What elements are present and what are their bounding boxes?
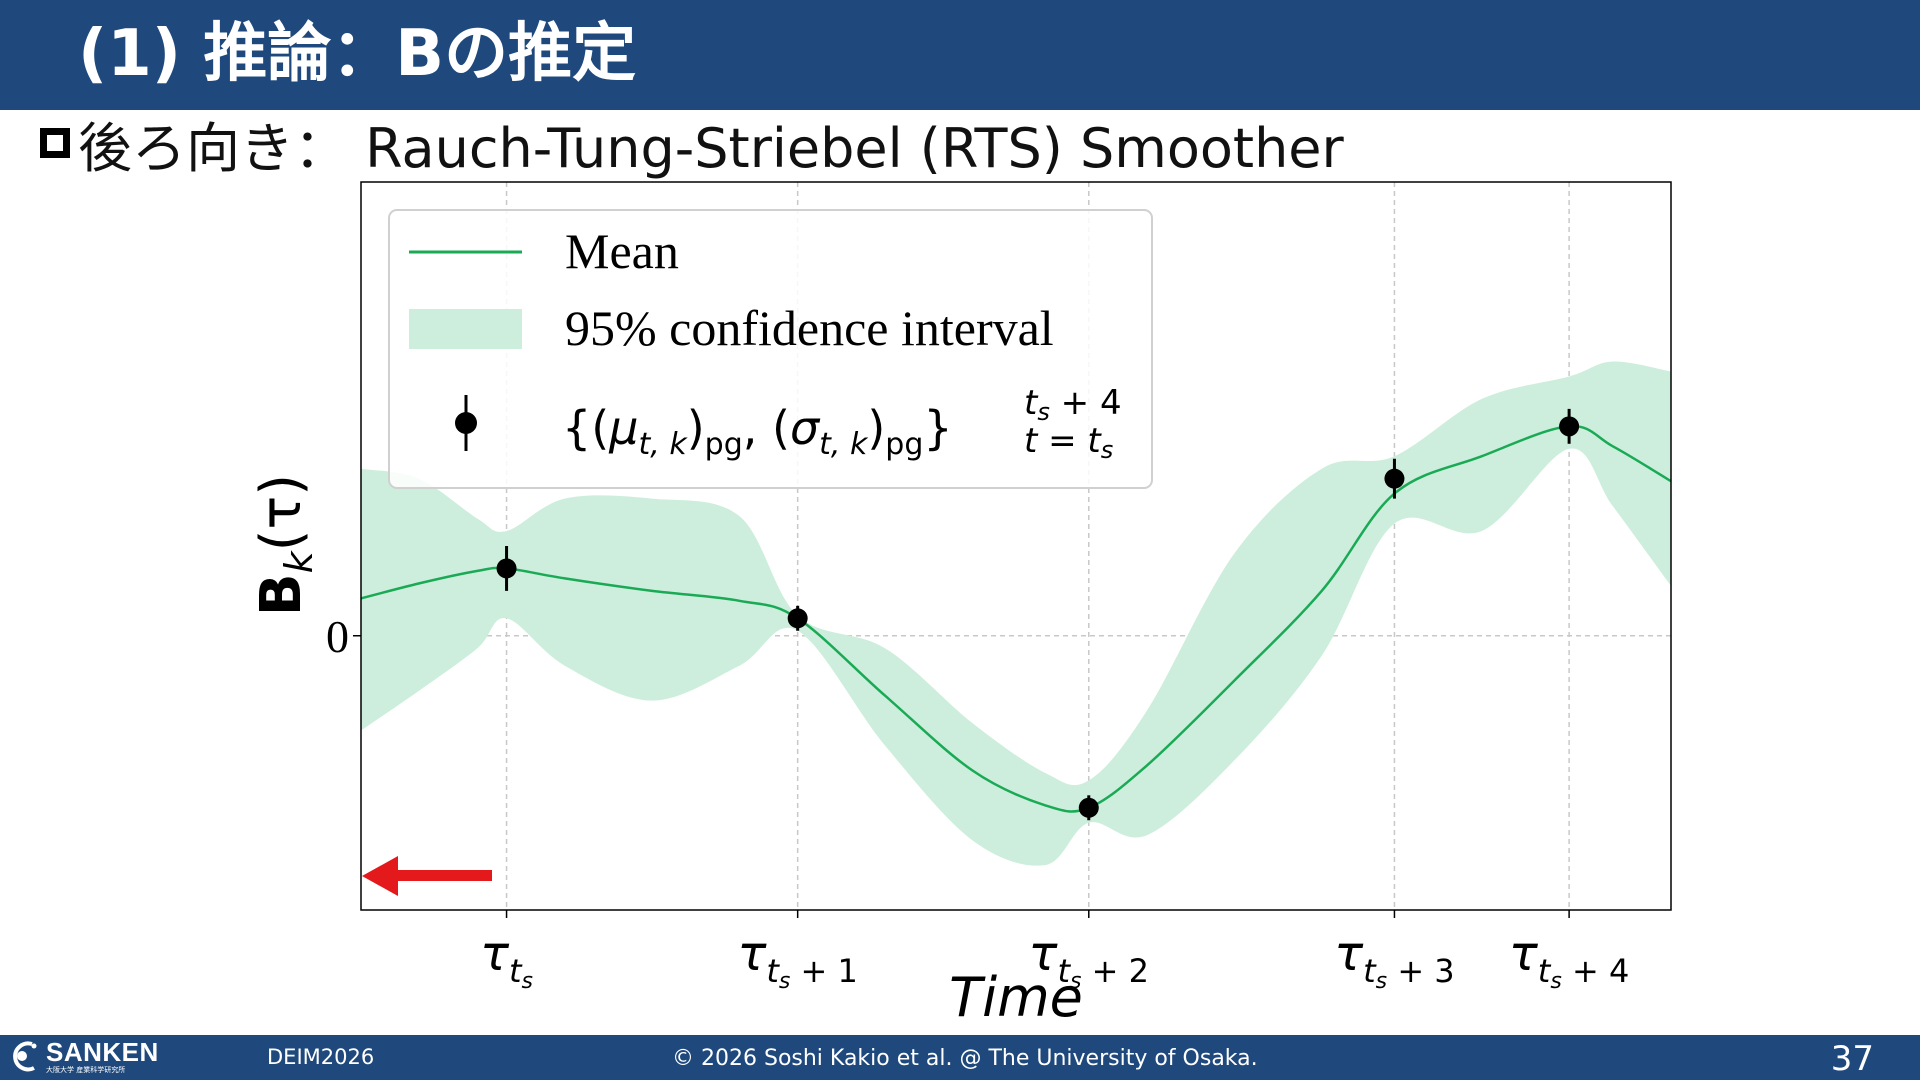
legend-box xyxy=(388,209,1153,489)
data-point-0 xyxy=(496,558,517,579)
legend-point-marker xyxy=(455,412,477,434)
data-point-2 xyxy=(1078,797,1099,818)
legend-ci-swatch xyxy=(409,309,522,349)
page-number: 37 xyxy=(1830,1039,1874,1079)
mean-line xyxy=(360,425,1672,813)
legend-label-ci: 95% confidence interval xyxy=(565,300,1054,356)
x-axis-label: Time xyxy=(949,966,1083,1029)
footer-conference: DEIM2026 xyxy=(267,1045,375,1069)
plot-frame xyxy=(360,181,1672,911)
x-tick-labels: τts τts + 1 τts + 2 τts + 3 τts + 4 xyxy=(480,926,1629,994)
data-point-3 xyxy=(1384,468,1405,489)
footer-bar: SANKEN 大阪大学 産業科学研究所 DEIM2026 © 2026 Sosh… xyxy=(0,1035,1920,1080)
x-tick-label-3: τts + 3 xyxy=(1334,926,1454,994)
subtitle-line: 後ろ向き： Rauch-Tung-Striebel (RTS) Smoother xyxy=(40,108,1344,180)
slide-title: (1) 推論：Bの推定 xyxy=(78,17,637,91)
red-arrow-shaft xyxy=(393,870,492,881)
rts-smoother-chart: τts τts + 1 τts + 2 τts + 3 τts + 4 0 Time B… xyxy=(249,181,1672,1029)
x-tick-label-2: τts + 2 xyxy=(1029,926,1149,994)
y-axis-label: Bk(τ) xyxy=(249,474,321,616)
axis-ticks xyxy=(353,635,1570,918)
bullet-square-icon xyxy=(40,128,70,158)
footer-copyright: © 2026 Soshi Kakio et al. @ The Universi… xyxy=(672,1046,1258,1071)
y-label-sub: k xyxy=(277,549,321,573)
red-arrow-annotation xyxy=(362,856,492,896)
subtitle-text: 後ろ向き： Rauch-Tung-Striebel (RTS) Smoother xyxy=(78,116,1344,180)
data-point-4 xyxy=(1559,416,1580,437)
observation-points xyxy=(496,408,1580,821)
x-tick-label-1: τts + 1 xyxy=(737,926,857,994)
y-tick-label-0: 0 xyxy=(326,611,349,662)
y-tick-labels: 0 xyxy=(326,611,349,662)
legend: Mean 95% confidence interval {(μt, k)pg,… xyxy=(388,209,1153,489)
logo-subtext: 大阪大学 産業科学研究所 xyxy=(46,1066,126,1074)
legend-points-subscript: t = ts xyxy=(1024,421,1113,464)
x-tick-label-4: τts + 4 xyxy=(1509,926,1629,994)
red-arrow-head xyxy=(362,856,398,896)
confidence-band xyxy=(361,361,1671,866)
logo-text: SANKEN xyxy=(46,1037,159,1067)
title-bar: (1) 推論：Bの推定 xyxy=(0,0,1920,110)
legend-label-mean: Mean xyxy=(565,223,679,279)
sanken-logo: SANKEN 大阪大学 産業科学研究所 xyxy=(8,1038,159,1078)
data-point-1 xyxy=(787,608,808,629)
x-tick-label-0: τts xyxy=(480,926,533,994)
legend-points-superscript: ts + 4 xyxy=(1024,383,1122,426)
y-label-main: B xyxy=(249,573,314,616)
y-label-arg: (τ) xyxy=(249,474,314,551)
legend-label-points: {(μt, k)pg, (σt, k)pg} xyxy=(562,401,953,462)
sanken-logo-icon xyxy=(13,1041,37,1072)
